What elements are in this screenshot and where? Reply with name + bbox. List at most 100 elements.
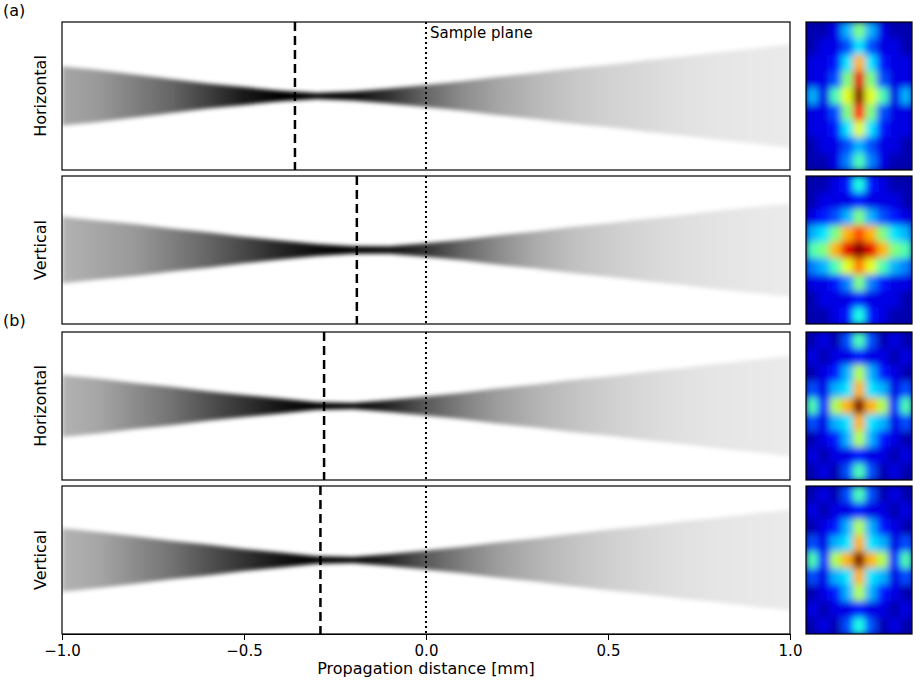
cell [841,568,853,585]
cell [877,464,889,480]
cell [830,431,842,448]
cell [853,486,865,503]
cell [806,291,818,308]
sample-plane-line [425,176,427,324]
cell [900,137,912,154]
cell [888,348,900,365]
cell [888,22,900,39]
tick-label: −1.0 [44,642,80,660]
cell [888,414,900,431]
cell [830,502,842,519]
cell [830,71,842,88]
tick: 1.0 [779,634,803,660]
cell [853,88,865,105]
cell [818,71,830,88]
cell [830,291,842,308]
cell [806,398,818,415]
cell [830,192,842,209]
tick: −0.5 [226,634,262,660]
image-background [806,486,912,634]
cell [900,38,912,55]
cell [818,275,830,292]
cell [841,431,853,448]
cell [853,348,865,365]
cell [865,88,877,105]
cell [806,242,818,259]
cell [818,502,830,519]
cell [853,431,865,448]
cell [806,585,818,602]
cell [806,192,818,209]
cell [865,104,877,121]
cell [865,258,877,275]
cell [841,154,853,170]
cell [853,71,865,88]
cell [900,618,912,634]
cell [818,568,830,585]
cell [865,275,877,292]
cell [853,568,865,585]
cell [865,535,877,552]
cells [806,332,912,480]
tick-label: 0.5 [597,642,621,660]
cell [818,332,830,349]
cell [841,71,853,88]
cell [888,398,900,415]
cell [841,275,853,292]
cell [806,71,818,88]
cell [877,209,889,226]
plot-frame [62,332,790,480]
cell [806,258,818,275]
cell [877,291,889,308]
cell [806,176,818,193]
tick-label: −0.5 [226,642,262,660]
tick-mark [790,634,791,640]
cell [853,365,865,382]
cell [841,486,853,503]
cell [818,486,830,503]
cell [900,447,912,464]
cell [888,585,900,602]
cell [888,121,900,138]
cell [877,398,889,415]
cell [865,502,877,519]
cell [818,552,830,569]
cell [853,225,865,242]
cell [806,104,818,121]
cell [900,55,912,72]
panel-label: (b) [3,311,26,330]
cell [877,502,889,519]
cell [841,137,853,154]
cell [853,121,865,138]
cell [853,192,865,209]
cell [888,464,900,480]
cell [830,137,842,154]
cell [865,71,877,88]
cell [877,258,889,275]
cell [877,88,889,105]
cell [853,275,865,292]
cell [865,431,877,448]
cell [888,154,900,170]
cell [877,601,889,618]
cell [865,585,877,602]
cell [853,381,865,398]
cell [865,552,877,569]
cell [806,209,818,226]
cell [818,176,830,193]
cell [853,585,865,602]
focus-line [294,22,297,170]
cell [806,447,818,464]
cell [888,601,900,618]
cell [841,381,853,398]
cell [877,618,889,634]
cell [900,176,912,193]
cell [900,464,912,480]
cell [818,225,830,242]
cell [841,291,853,308]
cell [900,431,912,448]
cell [806,332,818,349]
cell [877,225,889,242]
cell [888,209,900,226]
image-frame [806,22,912,170]
